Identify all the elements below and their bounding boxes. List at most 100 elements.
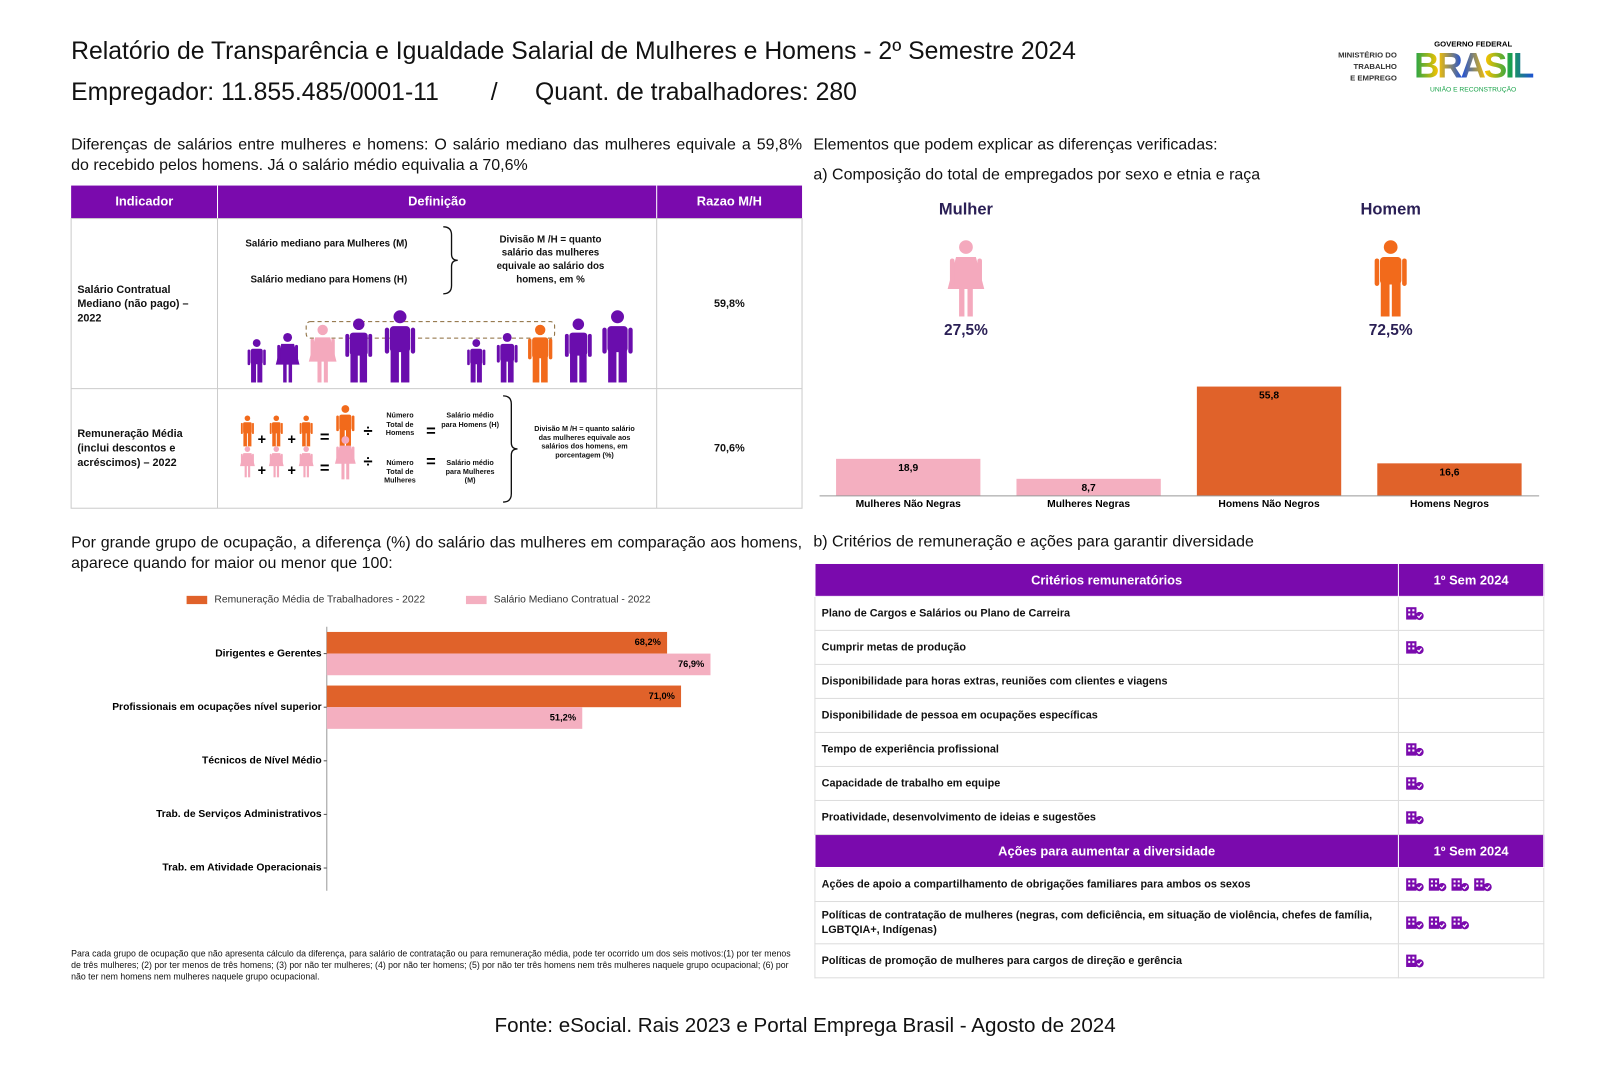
leg bbox=[390, 349, 399, 383]
header-row: Ações para aumentar a diversidade 1º Sem … bbox=[814, 833, 1545, 869]
arm bbox=[331, 338, 335, 360]
leg bbox=[306, 432, 311, 447]
operator: = bbox=[426, 453, 436, 471]
definition: Número Total de Mulheres bbox=[384, 459, 416, 485]
leg bbox=[247, 432, 252, 447]
head bbox=[244, 446, 251, 452]
criterion: Disponibilidade de pessoa em ocupações e… bbox=[814, 697, 1399, 733]
arm bbox=[310, 338, 315, 360]
criteria-icon bbox=[1406, 916, 1424, 930]
table-border bbox=[70, 218, 803, 509]
man-icon bbox=[602, 310, 633, 383]
legend-swatch bbox=[465, 595, 487, 605]
torso bbox=[389, 326, 411, 353]
criteria-icon bbox=[1406, 777, 1424, 791]
dashed-box bbox=[305, 321, 556, 339]
leg bbox=[276, 465, 280, 478]
leg bbox=[608, 349, 617, 383]
man-icon bbox=[269, 415, 283, 447]
operator: + bbox=[288, 432, 296, 448]
icons-cell bbox=[1397, 765, 1545, 802]
arm bbox=[263, 349, 266, 366]
value-label: 68,2% bbox=[635, 637, 661, 647]
category-label: Profissionais em ocupações nível superio… bbox=[112, 702, 321, 713]
torso bbox=[339, 414, 352, 431]
category-label: Homens Negros bbox=[1410, 499, 1489, 510]
ministry-text: TRABALHO bbox=[1354, 62, 1397, 71]
head bbox=[341, 405, 350, 413]
arm bbox=[482, 349, 486, 366]
criteria-icon bbox=[1406, 607, 1424, 621]
criterion: Cumprir metas de produção bbox=[814, 629, 1399, 665]
brace bbox=[503, 395, 518, 503]
torso bbox=[470, 348, 483, 365]
arm bbox=[949, 258, 955, 286]
icons-cell bbox=[1397, 799, 1545, 836]
arm bbox=[310, 453, 313, 465]
leg bbox=[500, 359, 507, 383]
torso bbox=[301, 422, 311, 434]
body bbox=[298, 453, 314, 467]
operator: = bbox=[426, 422, 436, 440]
category-label: Trab. de Serviços Administrativos bbox=[156, 809, 322, 820]
head bbox=[283, 332, 293, 342]
criterion: Tempo de experiência profissional bbox=[814, 731, 1399, 767]
man-icon bbox=[384, 310, 416, 383]
body bbox=[334, 445, 356, 464]
arm bbox=[269, 422, 272, 435]
arm bbox=[1402, 258, 1407, 286]
table-header-text: Indicador bbox=[115, 193, 173, 208]
arm bbox=[410, 327, 416, 354]
definition: Salário mediano para Homens (H) bbox=[250, 274, 408, 286]
man-icon bbox=[467, 339, 486, 383]
woman-icon bbox=[308, 324, 337, 383]
criterion: Políticas de promoção de mulheres para c… bbox=[814, 943, 1399, 979]
table-header bbox=[71, 185, 803, 219]
row: Disponibilidade de pessoa em ocupações e… bbox=[814, 697, 1545, 733]
category-label: Trab. em Atividade Operacionais bbox=[162, 863, 322, 874]
value-label: 8,7 bbox=[1081, 483, 1096, 494]
leg bbox=[618, 349, 627, 383]
arm bbox=[548, 338, 553, 360]
leg bbox=[243, 432, 247, 447]
arm bbox=[299, 453, 302, 465]
head bbox=[303, 415, 309, 422]
torso bbox=[243, 422, 252, 434]
head bbox=[1383, 240, 1398, 254]
separator: / bbox=[490, 78, 498, 107]
row: Disponibilidade para horas extras, reuni… bbox=[814, 663, 1545, 699]
icons-cell bbox=[1397, 663, 1545, 699]
definition-note: Divisão M /H = quanto salário das mulher… bbox=[534, 425, 635, 460]
head bbox=[273, 415, 280, 422]
value-label: 51,2% bbox=[550, 712, 576, 722]
arm bbox=[252, 453, 254, 465]
leg bbox=[302, 432, 306, 447]
operator: + bbox=[258, 463, 266, 479]
ministry-text: E EMPREGO bbox=[1350, 73, 1397, 82]
icons-cell bbox=[1397, 595, 1545, 631]
government-text: GOVERNO FEDERAL bbox=[1434, 39, 1512, 48]
operator: + bbox=[288, 463, 296, 479]
woman-icon bbox=[239, 446, 255, 478]
criterion: Disponibilidade para horas extras, reuni… bbox=[814, 663, 1399, 699]
leg bbox=[541, 355, 548, 383]
legend-label: Remuneração Média de Trabalhadores - 202… bbox=[214, 595, 425, 606]
arm bbox=[977, 258, 982, 286]
criteria-icon bbox=[1406, 743, 1424, 757]
criteria-icon bbox=[1406, 641, 1424, 655]
bar bbox=[1377, 463, 1522, 496]
arm bbox=[1374, 258, 1380, 286]
leg bbox=[476, 362, 482, 383]
man-icon bbox=[1374, 240, 1407, 317]
leg bbox=[273, 465, 276, 478]
arm bbox=[602, 327, 607, 354]
slogan-text: UNIÃO E RECONSTRUÇÃO bbox=[1430, 84, 1516, 93]
arm bbox=[247, 349, 251, 366]
torso bbox=[250, 348, 263, 365]
arm bbox=[269, 453, 272, 465]
torso bbox=[607, 326, 628, 353]
header-row: Critérios remuneratórios 1º Sem 2024 bbox=[814, 562, 1545, 597]
head bbox=[317, 324, 328, 336]
leg bbox=[470, 362, 476, 383]
